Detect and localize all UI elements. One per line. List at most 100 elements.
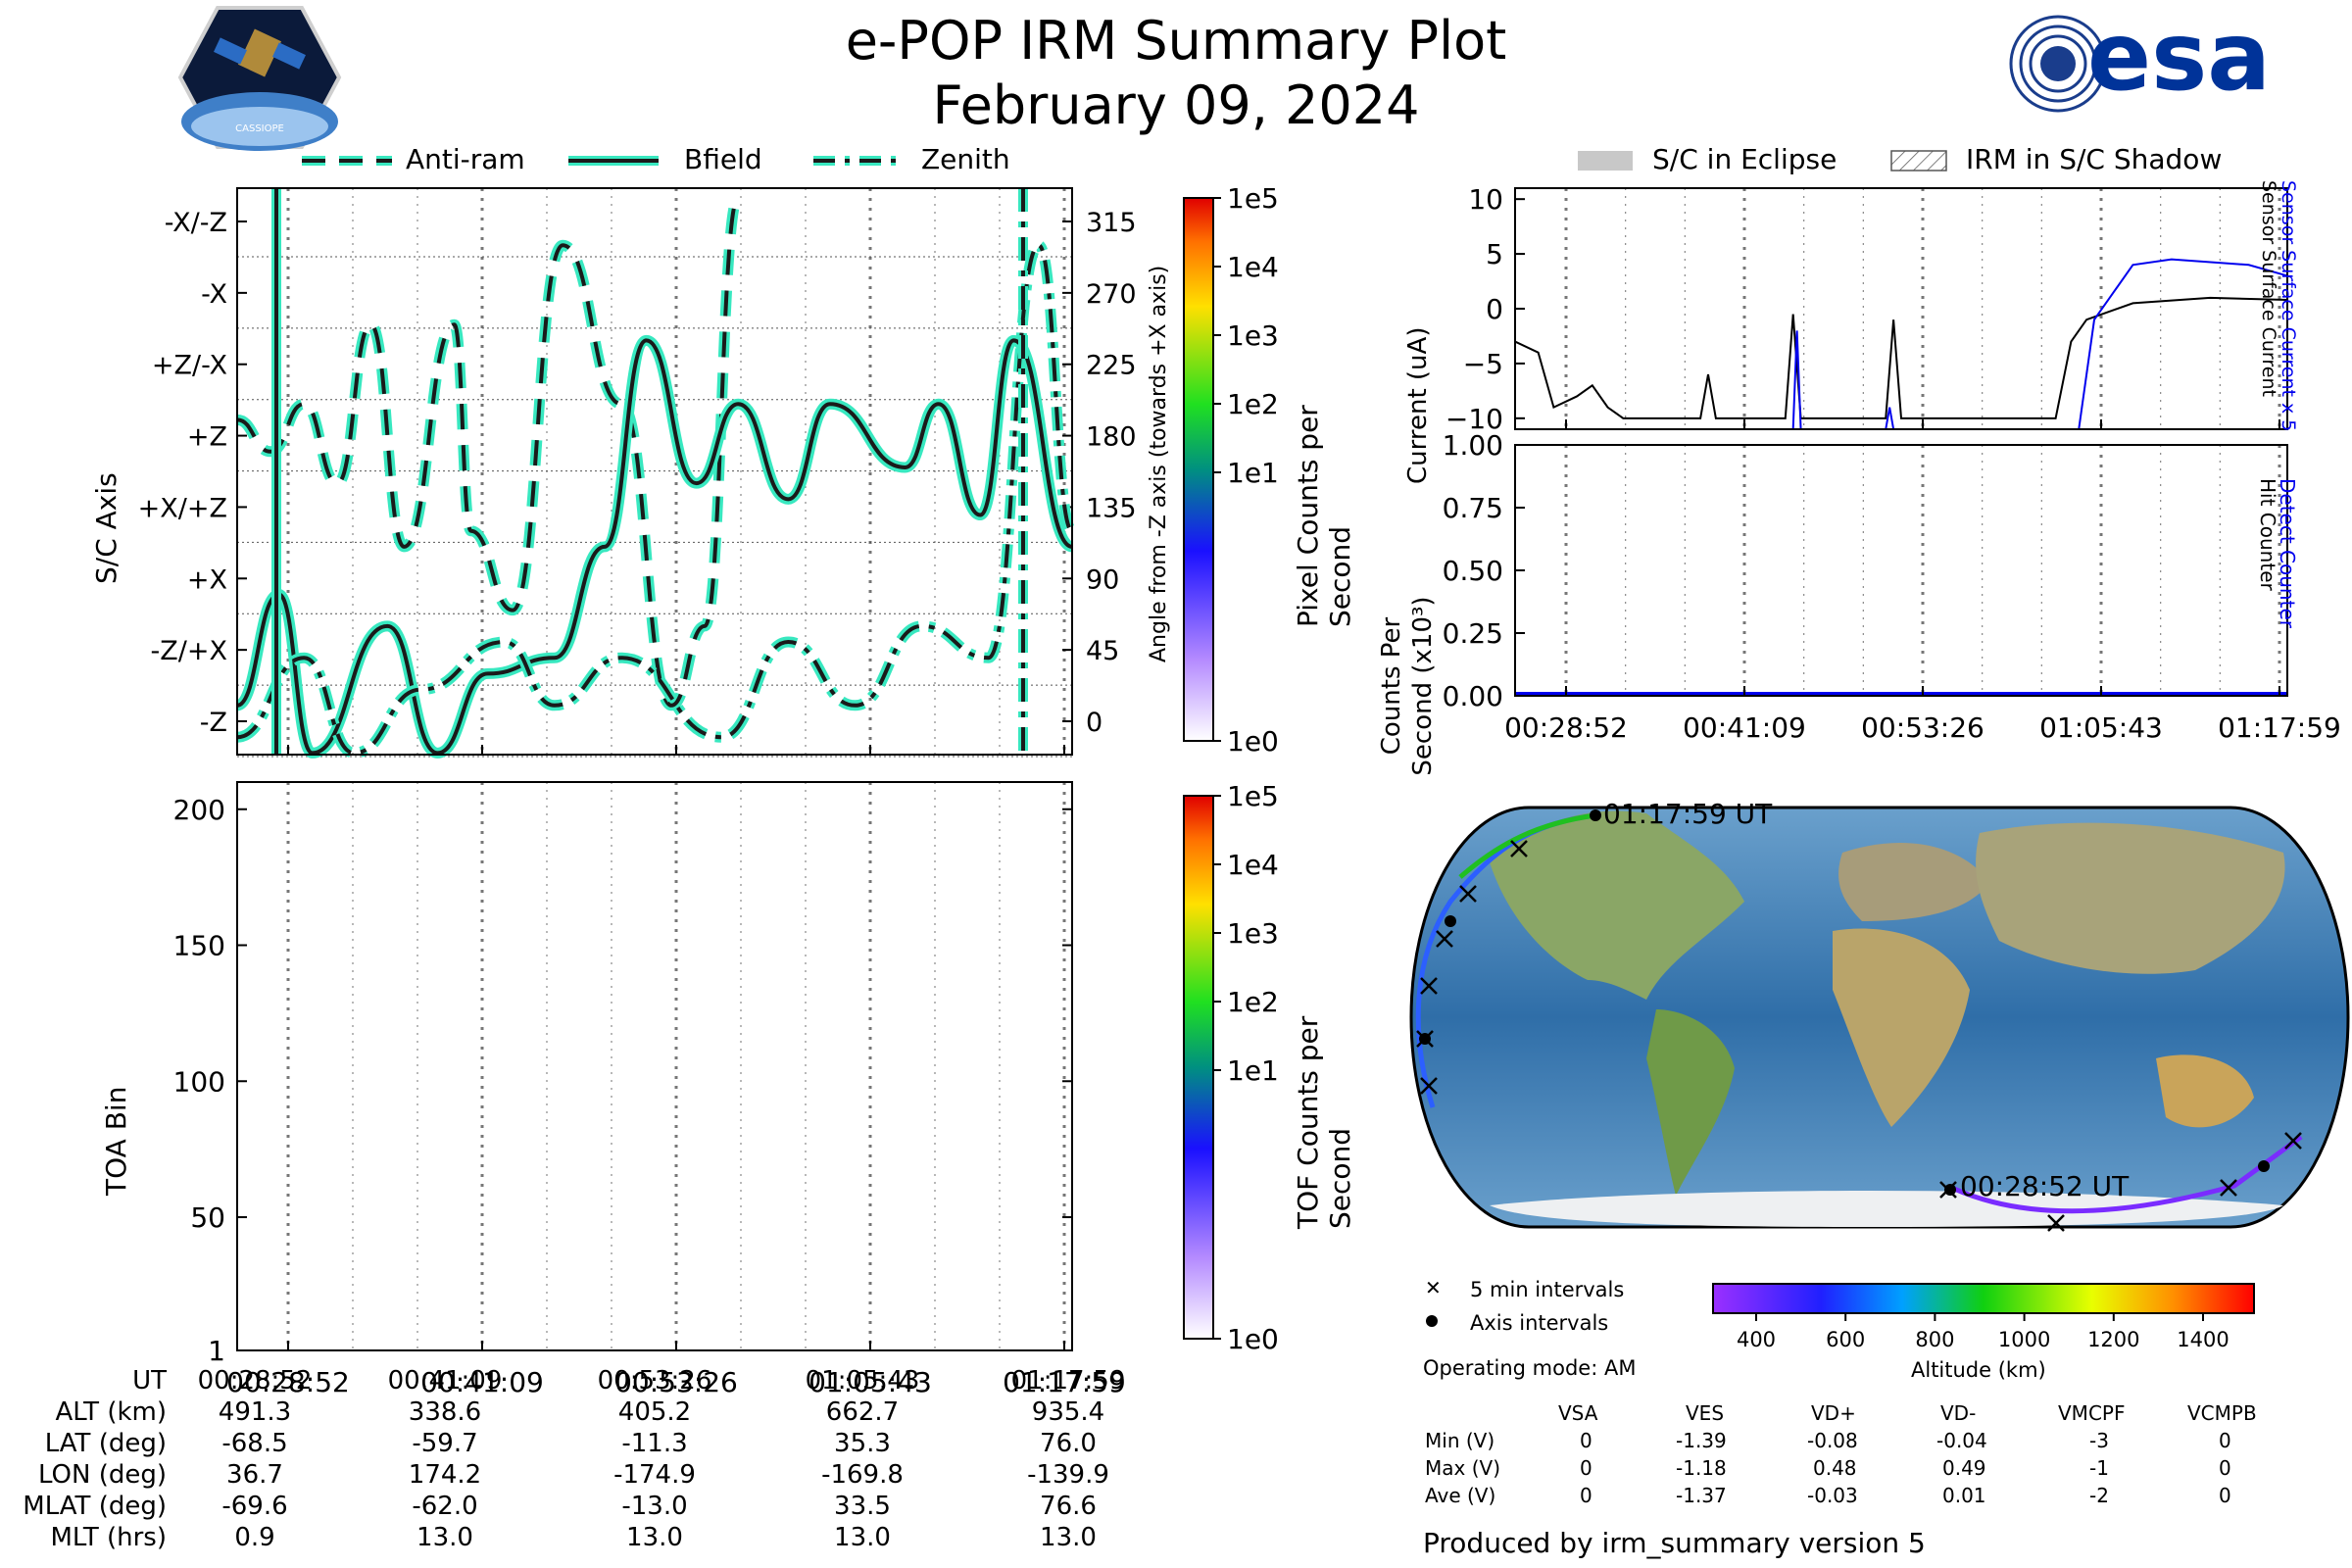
axis-marker: [1445, 915, 1456, 927]
cell: 935.4: [1031, 1397, 1105, 1427]
row-label: MLT (hrs): [50, 1523, 168, 1552]
voltage-cell: 0: [1580, 1484, 1592, 1507]
voltage-header: VD-: [1940, 1401, 1977, 1425]
sc-axis-label: S/C Axis: [90, 472, 122, 584]
counts-label: Counts Per Second (x10³): [1377, 596, 1438, 776]
orbit-track-north: [1458, 812, 1596, 879]
toa-tick-label: 1: [208, 1335, 225, 1367]
voltage-cell: -3: [2089, 1429, 2109, 1452]
x-marker-icon: ✕: [1425, 1276, 1442, 1299]
x-tick-label: 01:05:43: [2039, 711, 2163, 744]
sc-axis-tick-label: -Z: [200, 708, 227, 738]
axis-marker: [1944, 1184, 1956, 1196]
counts-tick-label: 0.00: [1443, 680, 1503, 712]
x-marker: [1939, 1181, 1957, 1199]
voltage-header: VCMPB: [2187, 1401, 2257, 1425]
legend-5min: 5 min intervals: [1470, 1278, 1625, 1301]
page-date: February 09, 2024: [932, 74, 1420, 136]
cell: -13.0: [621, 1492, 688, 1521]
altitude-tick-label: 1400: [2177, 1328, 2229, 1351]
table-row: LAT (deg) -68.5 -59.7 -11.3 35.3 76.0: [0, 1429, 1176, 1460]
counts-right-black: Hit Counter: [2256, 478, 2279, 591]
legend-antiram: Anti-ram: [406, 143, 525, 175]
colorbar-tick-label: 1e1: [1227, 457, 1279, 489]
altitude-label: Altitude (km): [1911, 1358, 2046, 1382]
x-marker: [1420, 977, 1438, 995]
legend-shadow: IRM in S/C Shadow: [1966, 143, 2223, 175]
voltage-cell: 0.49: [1942, 1456, 1986, 1480]
cell: -174.9: [613, 1460, 696, 1490]
counts-tick-label: 0.50: [1443, 555, 1503, 587]
counts-tick-label: 0.25: [1443, 617, 1503, 650]
current-tick-label: −5: [1463, 348, 1503, 380]
legend-top: Anti-ram Bfield Zenith: [294, 139, 1058, 182]
voltage-cell: -1.18: [1676, 1456, 1727, 1480]
cell: 338.6: [408, 1397, 482, 1427]
voltage-cell: -1.39: [1676, 1429, 1727, 1452]
colorbar-0: [1183, 197, 1214, 742]
angle-tick-label: 225: [1086, 351, 1137, 381]
angle-tick-label: 270: [1086, 279, 1137, 310]
panel-frame: [1514, 444, 2288, 697]
legend-bfield: Bfield: [684, 143, 762, 175]
current-right-blue: Sensor Surface Current x 5: [2278, 180, 2299, 432]
cell: 13.0: [416, 1523, 473, 1552]
x-marker: [1459, 885, 1477, 903]
colorbar-tick-label: 1e2: [1227, 986, 1279, 1018]
current-tick-label: 5: [1486, 238, 1503, 270]
voltage-header: VES: [1686, 1401, 1725, 1425]
table-row: MLAT (deg) -69.6 -62.0 -13.0 33.5 76.6: [0, 1492, 1176, 1523]
dot-marker-icon: [1426, 1315, 1438, 1327]
voltage-cell: -2: [2089, 1484, 2109, 1507]
cell: 76.0: [1040, 1429, 1097, 1458]
table-row: MLT (hrs) 0.9 13.0 13.0 13.0 13.0: [0, 1523, 1176, 1554]
legend-axis: Axis intervals: [1470, 1311, 1609, 1335]
colorbar-tick-label: 1e4: [1227, 849, 1279, 881]
sc-axis-tick-label: -Z/+X: [151, 636, 227, 666]
cell: 491.3: [218, 1397, 292, 1427]
cell: 76.6: [1040, 1492, 1097, 1521]
altitude-tick-label: 800: [1915, 1328, 1954, 1351]
voltage-row-label: Max (V): [1425, 1456, 1500, 1480]
voltage-header: VD+: [1811, 1401, 1856, 1425]
altitude-tick-label: 1000: [1998, 1328, 2050, 1351]
colorbar-tick-label: 1e5: [1227, 182, 1279, 215]
cell: 36.7: [226, 1460, 283, 1490]
angle-tick-label: 45: [1086, 636, 1119, 666]
series-halo-bfield: [234, 334, 1075, 759]
axis-marker: [2258, 1160, 2270, 1172]
legend-zenith: Zenith: [921, 143, 1010, 175]
voltage-cell: -1: [2089, 1456, 2109, 1480]
cell: 00:28:52: [197, 1366, 313, 1396]
cell: 35.3: [834, 1429, 891, 1458]
angle-tick-label: 180: [1086, 422, 1137, 453]
counts-tick-label: 0.75: [1443, 492, 1503, 524]
toa-bin-label: TOA Bin: [100, 1086, 132, 1196]
orbit-track-west: [1415, 812, 1596, 1108]
x-marker: [2047, 1214, 2065, 1232]
x-marker: [2220, 1179, 2237, 1197]
angle-axis-label: Angle from -Z axis (towards +X axis): [1147, 265, 1171, 662]
sc-axis-tick-label: -X: [201, 279, 227, 310]
map-start-label: 00:28:52 UT: [1960, 1170, 2130, 1202]
current-tick-label: −10: [1446, 403, 1503, 435]
voltage-cell: 0.48: [1813, 1456, 1857, 1480]
colorbar-tick-label: 1e4: [1227, 251, 1279, 283]
colorbar-tick-label: 1e3: [1227, 319, 1279, 352]
south-america-shape: [1646, 1009, 1735, 1196]
colorbar-pixel-label: Pixel Counts per Second: [1292, 405, 1356, 627]
angle-tick-label: 315: [1086, 208, 1137, 238]
voltage-cell: -1.37: [1676, 1484, 1727, 1507]
sc-axis-tick-label: +Z: [187, 422, 227, 453]
colorbar-tick-label: 1e5: [1227, 780, 1279, 812]
voltage-cell: 0: [2219, 1484, 2231, 1507]
toa-tick-label: 150: [173, 930, 225, 962]
cell: 405.2: [617, 1397, 692, 1427]
map-end-label: 01:17:59 UT: [1603, 798, 1773, 830]
current-series-blue: [1515, 258, 2288, 430]
sc-axis-tick-label: +X: [187, 564, 227, 595]
voltage-cell: -0.04: [1936, 1429, 1987, 1452]
cell: -62.0: [412, 1492, 478, 1521]
x-tick-label: 01:17:59: [2218, 711, 2341, 744]
